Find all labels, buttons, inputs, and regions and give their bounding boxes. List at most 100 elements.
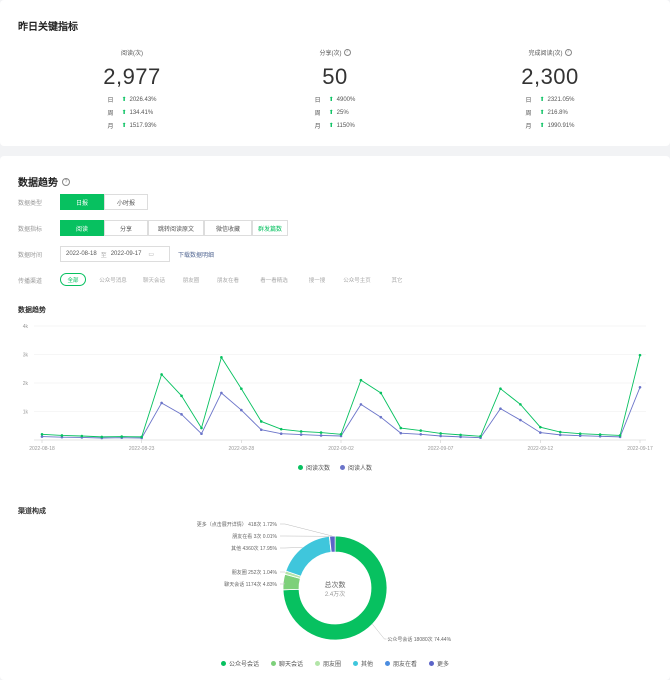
up-arrow-icon: ⬆ <box>539 123 545 129</box>
legend-reads[interactable]: 阅读次数 <box>298 463 330 472</box>
up-arrow-icon: ⬆ <box>121 97 127 103</box>
tab-jump-original[interactable]: 跳转阅读原文 <box>148 220 204 236</box>
data-point <box>200 432 203 436</box>
help-icon[interactable]: ? <box>564 49 572 56</box>
data-point <box>140 435 143 439</box>
pie-label-line <box>280 547 303 549</box>
pie-legend-item[interactable]: 其他 <box>353 659 373 668</box>
up-arrow-icon: ⬆ <box>539 97 545 103</box>
channel-label: 传播渠道 <box>18 279 43 285</box>
series-line <box>41 387 641 439</box>
data-point <box>399 431 403 435</box>
channel-official-home[interactable]: 公众号主页 <box>343 277 371 284</box>
pie-slice-label: 其他 4360次 17.95% <box>231 545 277 552</box>
data-metric-label: 数据指标 <box>18 227 43 233</box>
legend-readers[interactable]: 阅读人数 <box>340 463 372 472</box>
download-data-link[interactable]: 下载数据明细 <box>178 253 215 259</box>
date-range-picker[interactable]: 2022-08-18 至 2022-09-17 ▭ <box>60 246 170 262</box>
pie-title: 渠道构成 <box>18 508 46 515</box>
data-point <box>299 433 303 436</box>
calendar-icon: ▭ <box>148 251 155 258</box>
data-point <box>439 432 442 435</box>
data-type-label: 数据类型 <box>18 201 43 207</box>
tab-mass-send-count[interactable]: 群发篇数 <box>252 220 288 236</box>
legend-dot-icon <box>353 661 358 666</box>
y-tick-label: 1k <box>23 410 29 416</box>
tab-read[interactable]: 阅读 <box>60 220 104 236</box>
tab-wechat-favorite[interactable]: 微信收藏 <box>204 220 252 236</box>
date-end: 2022-09-17 <box>110 251 142 257</box>
tab-hourly[interactable]: 小时报 <box>104 194 148 210</box>
legend-dot-icon <box>298 465 303 470</box>
data-time-label: 数据时间 <box>18 253 43 259</box>
data-point <box>220 356 223 359</box>
x-tick-label: 2022-08-23 <box>129 446 155 452</box>
legend-dot-icon <box>270 661 276 666</box>
help-icon[interactable]: ? <box>62 177 70 186</box>
data-point <box>419 433 423 436</box>
pie-legend-item[interactable]: 聊天会话 <box>270 659 303 668</box>
data-point <box>459 433 462 437</box>
channel-top-stories[interactable]: 看一看精选 <box>260 277 288 284</box>
channel-friends-watching[interactable]: 朋友在看 <box>216 277 239 284</box>
kpi-read-day: 日 ⬆ 2026.43% <box>107 96 157 105</box>
channel-chat[interactable]: 聊天会话 <box>142 277 165 284</box>
data-point <box>578 434 582 438</box>
data-point <box>240 408 243 412</box>
data-point <box>539 431 542 434</box>
x-tick-label: 2022-09-17 <box>627 446 653 452</box>
kpi-read-month: 月 ⬆ 1517.93% <box>107 122 157 131</box>
pie-legend-label: 聊天会话 <box>278 662 303 668</box>
kpi-read-label: 阅读(次) <box>121 51 143 57</box>
x-tick-label: 2022-09-12 <box>528 446 554 452</box>
channel-all[interactable]: 全部 <box>60 273 86 286</box>
tab-share[interactable]: 分享 <box>104 220 148 236</box>
up-arrow-icon: ⬆ <box>539 110 545 116</box>
data-point <box>220 391 223 395</box>
pie-legend-item[interactable]: 公众号会话 <box>220 659 259 668</box>
data-point <box>200 426 203 430</box>
up-arrow-icon: ⬆ <box>121 123 127 129</box>
channel-official-msg[interactable]: 公众号消息 <box>99 277 127 284</box>
pie-label-line <box>280 571 286 573</box>
data-point <box>100 435 104 439</box>
data-point <box>160 373 163 376</box>
x-tick-label: 2022-09-07 <box>428 446 454 452</box>
data-point <box>240 387 243 390</box>
kpi-complete-read: 完成阅读(次)? 2,300 日 ⬆ 2321.05% 周 ⬆ 216.8% 月 ⬆ 199… <box>470 42 630 133</box>
data-point <box>379 415 383 419</box>
pie-legend-label: 朋友圈 <box>322 662 341 668</box>
data-point <box>120 435 124 438</box>
legend-dot-icon <box>429 661 435 666</box>
pie-legend-item[interactable]: 更多 <box>429 659 449 668</box>
data-point <box>259 420 263 423</box>
x-tick-label: 2022-08-18 <box>29 446 55 452</box>
date-start: 2022-08-18 <box>66 251 97 257</box>
legend-dot-icon <box>220 661 226 666</box>
data-point <box>539 425 542 429</box>
channel-search[interactable]: 搜一搜 <box>308 277 326 284</box>
data-point <box>499 387 502 390</box>
y-tick-label: 2k <box>23 381 29 387</box>
data-point <box>638 353 642 357</box>
data-point <box>279 427 283 431</box>
pie-legend-item[interactable]: 朋友在看 <box>385 659 417 668</box>
channel-moments[interactable]: 朋友圈 <box>182 277 200 284</box>
pie-label-line <box>280 581 286 585</box>
channel-other[interactable]: 其它 <box>391 277 403 284</box>
help-icon[interactable]: ? <box>343 49 351 56</box>
data-point <box>40 435 44 438</box>
pie-legend-label: 朋友在看 <box>393 662 418 668</box>
pie-slice-label: 更多（点击展开详情） 418次 1.72% <box>197 521 278 528</box>
data-point <box>379 391 383 395</box>
data-point <box>40 433 44 436</box>
data-point <box>180 394 183 398</box>
tab-daily[interactable]: 日报 <box>60 194 104 210</box>
data-point <box>578 432 582 436</box>
data-point <box>80 434 84 438</box>
data-point <box>339 433 343 436</box>
pie-legend-item[interactable]: 朋友圈 <box>314 659 341 668</box>
date-separator: 至 <box>100 252 107 259</box>
data-point <box>319 434 323 437</box>
